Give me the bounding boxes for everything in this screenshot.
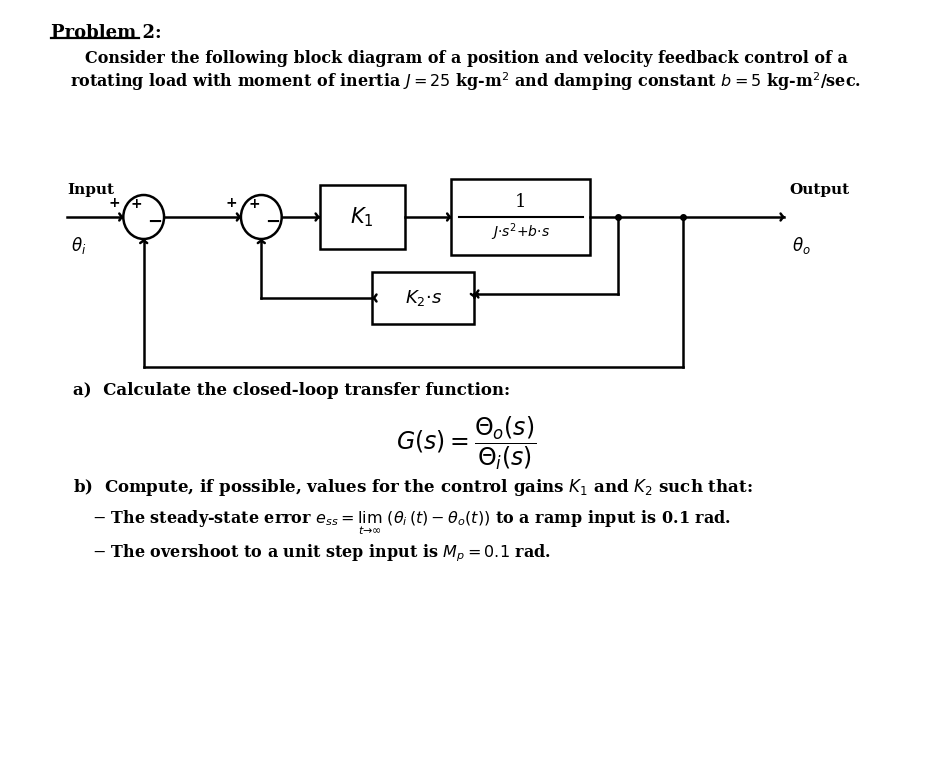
FancyBboxPatch shape (373, 272, 474, 324)
Text: $-\ $The steady-state error $e_{ss} = \lim_{t \to \infty}\ (\theta_i(t) - \theta: $-\ $The steady-state error $e_{ss} = \l… (92, 509, 731, 537)
Text: a)  Calculate the closed-loop transfer function:: a) Calculate the closed-loop transfer fu… (74, 382, 511, 399)
FancyBboxPatch shape (451, 179, 590, 255)
Text: Problem 2:: Problem 2: (51, 24, 161, 42)
Text: +: + (226, 196, 238, 210)
FancyBboxPatch shape (320, 185, 404, 249)
Text: $\theta_o$: $\theta_o$ (792, 235, 811, 256)
Text: +: + (248, 197, 260, 211)
Text: 1: 1 (514, 193, 527, 211)
Text: $K_2{\cdot}s$: $K_2{\cdot}s$ (404, 288, 442, 308)
Text: Output: Output (789, 183, 849, 197)
Text: $J{\cdot}s^2{+}b{\cdot}s$: $J{\cdot}s^2{+}b{\cdot}s$ (491, 221, 550, 242)
Text: −: − (265, 213, 280, 231)
Text: −: − (147, 213, 162, 231)
Text: $\theta_i$: $\theta_i$ (71, 235, 87, 256)
Text: +: + (108, 196, 120, 210)
Text: Consider the following block diagram of a position and velocity feedback control: Consider the following block diagram of … (85, 50, 847, 67)
Text: +: + (130, 197, 142, 211)
Text: $K_1$: $K_1$ (350, 205, 374, 229)
Text: $G(s) = \dfrac{\Theta_o(s)}{\Theta_i(s)}$: $G(s) = \dfrac{\Theta_o(s)}{\Theta_i(s)}… (396, 414, 536, 472)
Text: Input: Input (67, 183, 114, 197)
Text: rotating load with moment of inertia $J = 25$ kg-m$^2$ and damping constant $b =: rotating load with moment of inertia $J … (71, 70, 861, 93)
Text: b)  Compute, if possible, values for the control gains $K_1$ and $K_2$ such that: b) Compute, if possible, values for the … (74, 477, 753, 498)
Text: $-\ $The overshoot to a unit step input is $M_p = 0.1$ rad.: $-\ $The overshoot to a unit step input … (92, 542, 551, 564)
